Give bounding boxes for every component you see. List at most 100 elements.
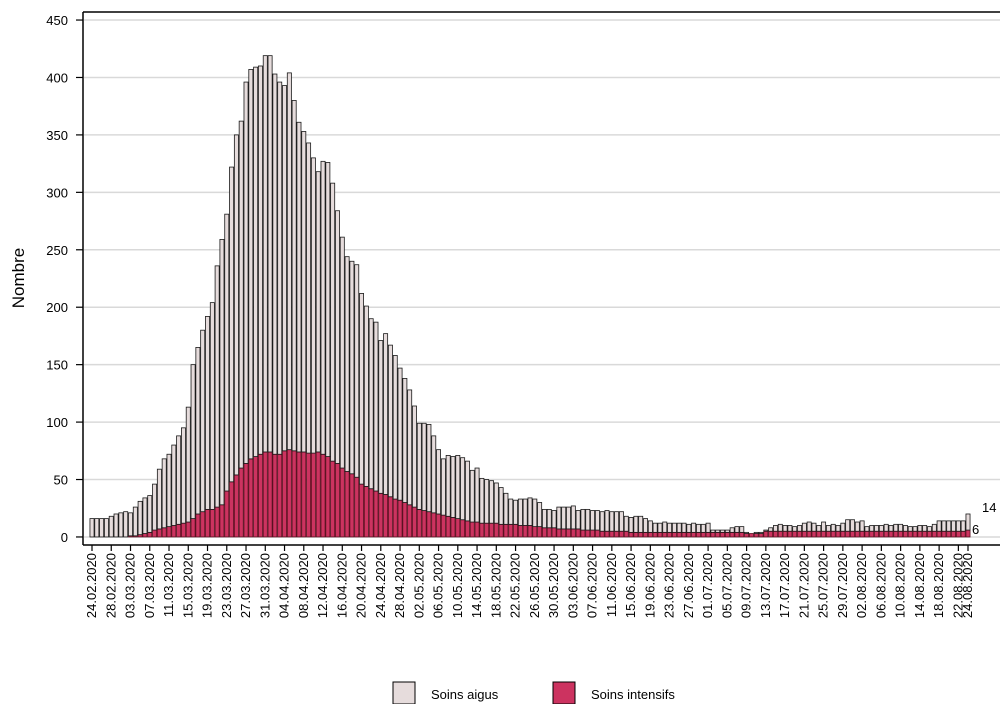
bar — [344, 256, 350, 472]
bar — [498, 487, 504, 525]
bar — [128, 512, 133, 537]
x-tick-label: 16.04.2020 — [334, 553, 349, 618]
y-tick-label: 150 — [46, 358, 68, 373]
y-tick-label: 450 — [46, 13, 68, 28]
bar — [426, 511, 432, 538]
bar — [753, 533, 759, 538]
bar — [325, 162, 331, 457]
bar — [657, 522, 663, 533]
bar — [854, 521, 860, 532]
x-tick-label: 19.03.2020 — [200, 553, 215, 618]
bar — [773, 525, 778, 532]
bar — [850, 519, 855, 532]
bar — [522, 525, 528, 538]
x-tick-label: 05.07.2020 — [719, 553, 734, 618]
bar — [267, 451, 273, 538]
bar — [335, 210, 340, 464]
bar — [797, 530, 802, 538]
bar — [696, 531, 701, 538]
bar — [527, 497, 533, 526]
x-tick-label: 24.02.2020 — [84, 553, 99, 618]
x-tick-label: 01.07.2020 — [700, 553, 715, 618]
bar — [378, 340, 384, 494]
bar — [652, 531, 658, 538]
bar — [94, 518, 100, 538]
data-label: 6 — [972, 522, 979, 537]
bar — [797, 525, 802, 532]
bar — [590, 529, 596, 538]
bar — [609, 511, 615, 532]
bar — [286, 449, 292, 538]
bar — [667, 531, 673, 538]
bar — [927, 530, 932, 538]
bar — [392, 498, 398, 538]
x-tick-label: 31.03.2020 — [257, 553, 272, 618]
bar — [286, 72, 292, 451]
bar — [710, 529, 716, 533]
bar — [320, 160, 326, 455]
bar — [214, 265, 220, 508]
bar — [464, 520, 470, 538]
bar — [171, 444, 177, 526]
x-tick-label: 28.02.2020 — [103, 553, 118, 618]
x-tick-label: 07.06.2020 — [585, 553, 600, 618]
x-tick-label: 30.05.2020 — [546, 553, 561, 618]
bar — [460, 519, 466, 538]
bar — [402, 502, 408, 538]
bar — [315, 451, 321, 538]
x-tick-label: 10.05.2020 — [450, 553, 465, 618]
bar — [570, 505, 576, 530]
bar — [310, 157, 316, 454]
bar — [373, 321, 379, 492]
x-tick-label: 23.06.2020 — [662, 553, 677, 618]
bar — [503, 492, 509, 525]
bar — [792, 530, 798, 538]
bar — [931, 523, 937, 532]
bar — [383, 494, 389, 538]
bar — [123, 511, 129, 538]
bar — [397, 499, 403, 538]
bar — [335, 463, 340, 538]
bar — [469, 521, 475, 538]
bar — [407, 389, 413, 506]
bar — [248, 69, 254, 460]
bar — [580, 529, 586, 538]
bar — [700, 523, 706, 533]
bar — [359, 293, 364, 485]
bar — [748, 533, 754, 538]
bar — [161, 527, 167, 538]
bar — [561, 528, 567, 538]
bar — [845, 530, 851, 538]
bar — [152, 483, 158, 531]
bar — [291, 450, 297, 538]
bar — [633, 515, 639, 533]
bar — [912, 530, 918, 538]
bar — [912, 526, 918, 532]
bar — [479, 522, 485, 538]
bar — [729, 531, 735, 538]
bar — [224, 490, 230, 538]
x-tick-label: 03.03.2020 — [123, 553, 138, 618]
bar — [830, 530, 836, 538]
legend-label: Soins intensifs — [591, 687, 675, 702]
bar — [243, 81, 249, 464]
bar — [628, 517, 634, 533]
bar — [604, 510, 610, 532]
data-label: 14 — [982, 500, 996, 515]
bar — [436, 513, 441, 538]
bar — [176, 435, 182, 525]
bar — [556, 506, 562, 530]
x-tick-label: 08.04.2020 — [296, 553, 311, 618]
bar — [662, 521, 668, 533]
bar — [156, 468, 162, 530]
bar — [801, 522, 807, 532]
bar — [599, 530, 605, 538]
bar — [681, 522, 687, 533]
bar — [306, 142, 312, 454]
bar — [330, 182, 336, 462]
bar — [325, 456, 331, 538]
bar — [946, 520, 952, 532]
x-tick-label: 18.05.2020 — [488, 553, 503, 618]
bar — [734, 526, 740, 533]
bar — [691, 531, 697, 538]
